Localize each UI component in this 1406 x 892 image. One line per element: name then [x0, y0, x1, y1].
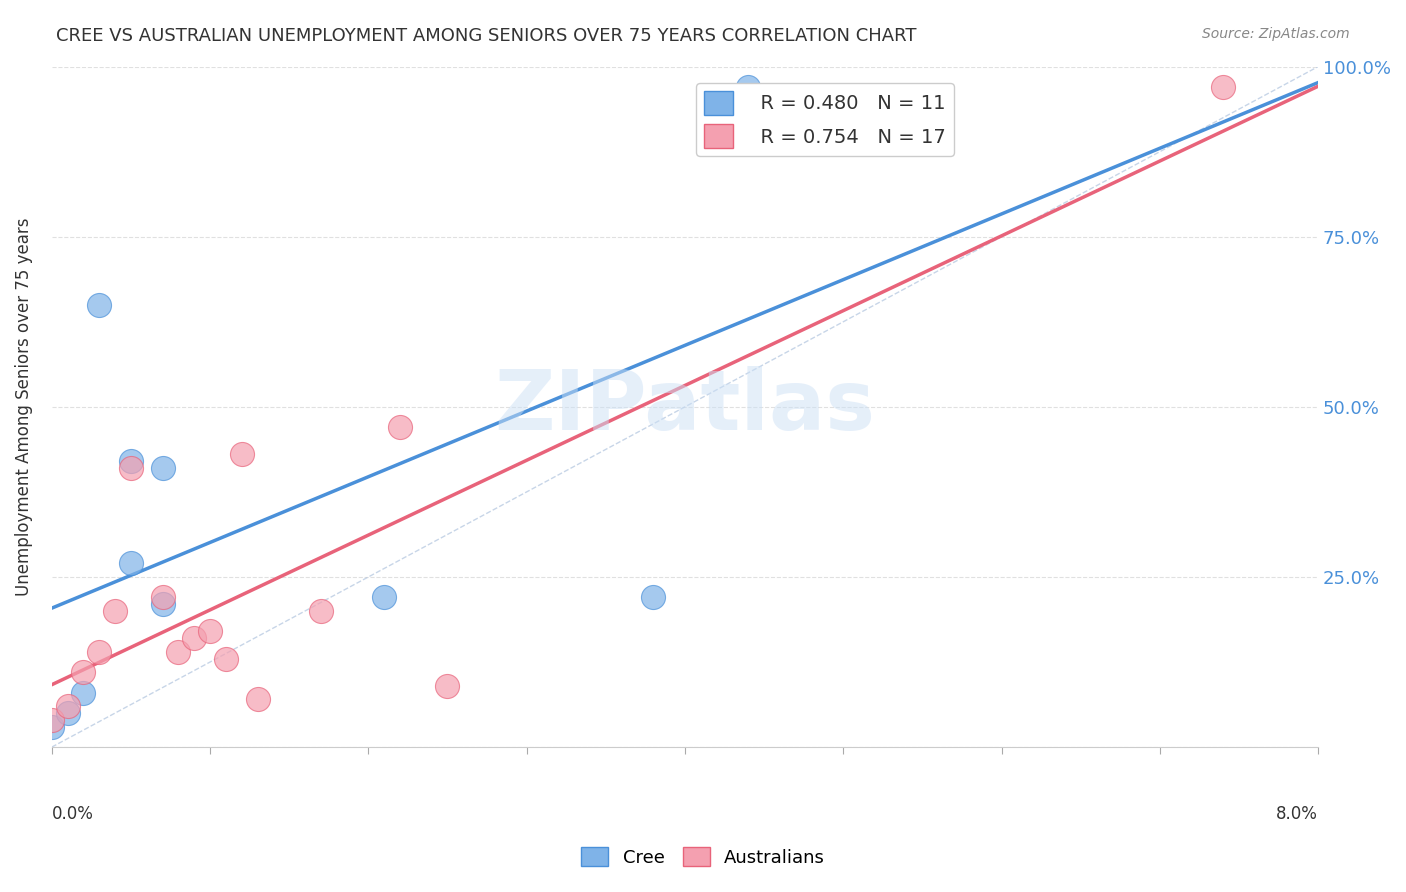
- Point: [120, 557, 142, 571]
- Point: [56, 699, 79, 714]
- Point: [152, 461, 174, 475]
- Point: [167, 645, 190, 659]
- Point: [72, 686, 94, 700]
- Point: [120, 461, 142, 475]
- Point: [41, 713, 63, 727]
- Point: [388, 420, 411, 434]
- Point: [246, 692, 269, 706]
- Point: [41, 720, 63, 734]
- Text: 8.0%: 8.0%: [1277, 805, 1319, 823]
- Point: [120, 454, 142, 468]
- Point: [737, 80, 759, 95]
- Point: [152, 597, 174, 611]
- Point: [309, 604, 332, 618]
- Legend:   R = 0.480   N = 11,   R = 0.754   N = 17: R = 0.480 N = 11, R = 0.754 N = 17: [696, 83, 953, 156]
- Point: [373, 591, 395, 605]
- Point: [183, 631, 205, 645]
- Point: [436, 679, 458, 693]
- Point: [104, 604, 127, 618]
- Point: [231, 448, 253, 462]
- Text: ZIPatlas: ZIPatlas: [495, 367, 876, 448]
- Point: [56, 706, 79, 720]
- Point: [215, 651, 238, 665]
- Point: [89, 645, 111, 659]
- Legend: Cree, Australians: Cree, Australians: [574, 840, 832, 874]
- Point: [152, 591, 174, 605]
- Y-axis label: Unemployment Among Seniors over 75 years: Unemployment Among Seniors over 75 years: [15, 218, 32, 596]
- Point: [72, 665, 94, 680]
- Text: Source: ZipAtlas.com: Source: ZipAtlas.com: [1202, 27, 1350, 41]
- Text: CREE VS AUSTRALIAN UNEMPLOYMENT AMONG SENIORS OVER 75 YEARS CORRELATION CHART: CREE VS AUSTRALIAN UNEMPLOYMENT AMONG SE…: [56, 27, 917, 45]
- Point: [643, 591, 665, 605]
- Point: [1212, 80, 1234, 95]
- Point: [198, 624, 221, 639]
- Text: 0.0%: 0.0%: [52, 805, 94, 823]
- Point: [89, 298, 111, 312]
